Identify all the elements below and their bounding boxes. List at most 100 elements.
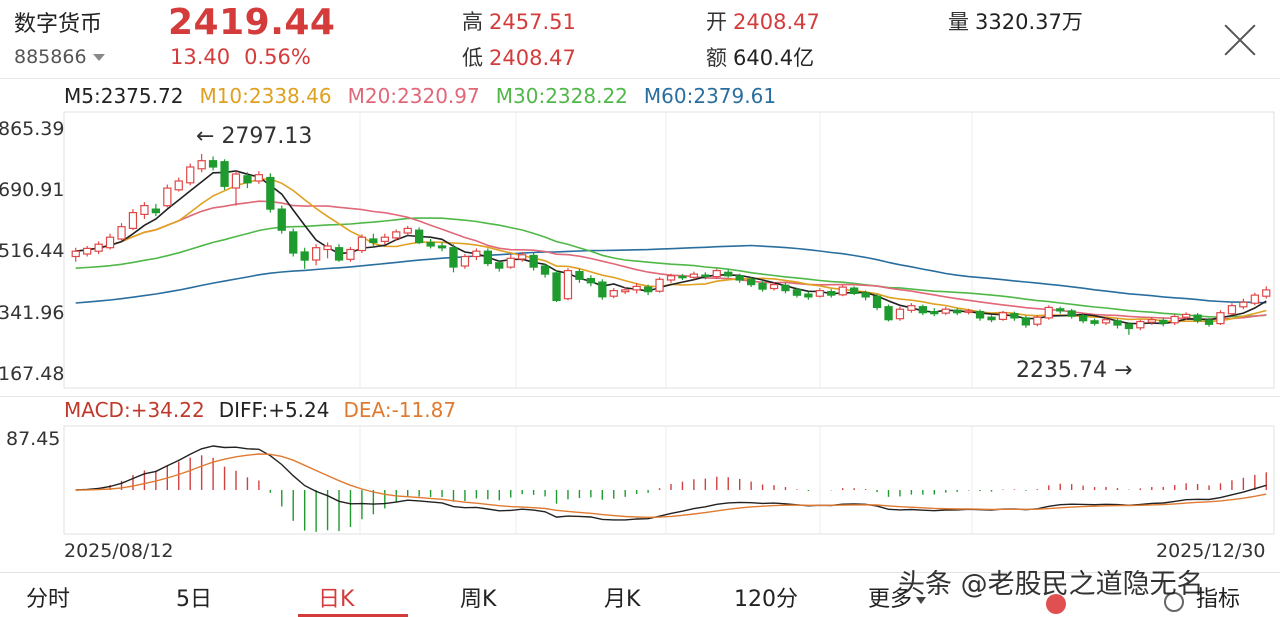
candle-up bbox=[1136, 320, 1145, 329]
macd-legend-item-1: DIFF:+5.24 bbox=[218, 398, 330, 422]
tab-5day[interactable]: 5日 bbox=[176, 587, 212, 612]
candle-down bbox=[540, 265, 550, 275]
candle-down bbox=[1056, 308, 1065, 312]
candle-up bbox=[838, 286, 847, 296]
candle-down bbox=[643, 286, 653, 293]
last-price: 2419.44 bbox=[168, 2, 336, 43]
candle-up bbox=[712, 270, 721, 278]
candle-down bbox=[1021, 317, 1030, 326]
candle-down bbox=[575, 271, 584, 280]
candle-down bbox=[1124, 323, 1134, 330]
ma-legend-item-3: M30:2328.22 bbox=[495, 84, 628, 108]
candle-down bbox=[1159, 319, 1168, 324]
diff-line bbox=[75, 445, 1267, 521]
tab-fenshi[interactable]: 分时 bbox=[26, 587, 71, 612]
candle-up bbox=[632, 285, 641, 291]
candle-down bbox=[529, 254, 538, 268]
period-tabs: 分时 5日 日K 周K 月K 120分 更多 指标 bbox=[0, 572, 1280, 617]
kline-chart[interactable] bbox=[0, 0, 1280, 572]
candle-up bbox=[140, 205, 149, 216]
candle-down bbox=[449, 247, 458, 268]
candle-down bbox=[208, 160, 218, 168]
candle-up bbox=[1033, 316, 1042, 325]
candle-up bbox=[460, 255, 470, 267]
stat-open-label: 开 bbox=[706, 10, 727, 34]
price-tick-label: 690.91 bbox=[0, 179, 65, 202]
candle-up bbox=[71, 250, 80, 258]
macd-legend: MACD:+34.22 DIFF:+5.24 DEA:-11.87 bbox=[64, 398, 470, 422]
tab-week-k[interactable]: 周K bbox=[460, 587, 497, 612]
candle-up bbox=[1239, 301, 1248, 308]
candle-up bbox=[403, 227, 412, 234]
gear-icon[interactable] bbox=[1164, 592, 1184, 612]
candle-up bbox=[1170, 315, 1179, 324]
macd-pane-frame bbox=[63, 425, 1275, 535]
stat-amount-value: 640.4亿 bbox=[733, 46, 815, 70]
tab-day-k[interactable]: 日K bbox=[318, 587, 355, 612]
candle-down bbox=[804, 293, 813, 298]
chevron-down-icon bbox=[916, 596, 927, 604]
stat-open-value: 2408.47 bbox=[733, 10, 820, 34]
candle-down bbox=[1090, 320, 1099, 324]
candle-up bbox=[186, 166, 195, 184]
ma-legend-item-0: M5:2375.72 bbox=[64, 84, 184, 108]
start-date: 2025/08/12 bbox=[64, 540, 174, 562]
candle-down bbox=[746, 278, 756, 286]
candle-down bbox=[792, 289, 802, 296]
candle-up bbox=[1147, 319, 1157, 323]
candle-down bbox=[827, 291, 836, 296]
tab-indicator[interactable]: 指标 bbox=[1196, 587, 1241, 612]
tab-more[interactable]: 更多 bbox=[868, 581, 927, 613]
candle-down bbox=[930, 311, 939, 315]
candle-down bbox=[849, 287, 859, 295]
candle-up bbox=[380, 236, 389, 242]
tab-120min[interactable]: 120分 bbox=[734, 587, 798, 612]
high-annotation-value: 2797.13 bbox=[221, 124, 313, 149]
stat-low: 低 2408.47 bbox=[462, 42, 576, 72]
candle-up bbox=[254, 174, 264, 182]
low-annotation-value: 2235.74 bbox=[1016, 358, 1107, 383]
ma60-line bbox=[75, 244, 1267, 304]
tab-month-k[interactable]: 月K bbox=[604, 587, 641, 612]
candle-up bbox=[231, 173, 241, 189]
low-annotation: 2235.74 → bbox=[1016, 358, 1133, 383]
divider bbox=[0, 396, 1280, 397]
candle-down bbox=[975, 311, 985, 319]
candle-down bbox=[552, 272, 561, 301]
candle-up bbox=[312, 247, 321, 261]
macd-legend-item-2: DEA:-11.87 bbox=[343, 398, 457, 422]
candle-up bbox=[346, 248, 355, 260]
candle-up bbox=[128, 212, 138, 230]
candle-down bbox=[861, 292, 870, 298]
candle-up bbox=[895, 308, 905, 320]
stat-amount-label: 额 bbox=[706, 46, 727, 70]
ma5-line bbox=[75, 170, 1267, 325]
candle-down bbox=[220, 161, 229, 187]
candle-up bbox=[655, 278, 664, 292]
candle-down bbox=[1193, 314, 1202, 322]
change-percent: 0.56% bbox=[244, 45, 311, 69]
candle-down bbox=[483, 250, 492, 265]
candle-down bbox=[724, 271, 733, 277]
instrument-code-selector[interactable]: 885866 bbox=[14, 46, 105, 68]
candle-down bbox=[1067, 310, 1076, 317]
candle-up bbox=[105, 236, 115, 249]
watermark: 头条 @老股民之道隐无名 bbox=[898, 569, 1204, 600]
candle-up bbox=[94, 243, 103, 252]
candle-up bbox=[907, 305, 916, 311]
instrument-name: 数字货币 bbox=[14, 12, 103, 37]
ma10-line bbox=[75, 178, 1267, 323]
candle-down bbox=[884, 306, 893, 321]
candle-up bbox=[609, 290, 618, 297]
high-annotation: ← 2797.13 bbox=[196, 124, 313, 149]
quote-header: 数字货币 885866 2419.44 13.40 0.56% 高 2457.51 … bbox=[0, 0, 1280, 78]
price-pane-frame bbox=[63, 111, 1275, 389]
stat-high-value: 2457.51 bbox=[489, 10, 576, 34]
candle-down bbox=[243, 175, 252, 184]
candle-up bbox=[506, 257, 515, 268]
price-change: 13.40 0.56% bbox=[170, 45, 311, 69]
instrument-code: 885866 bbox=[14, 46, 87, 68]
candle-up bbox=[1262, 289, 1271, 297]
candle-down bbox=[300, 251, 309, 261]
candle-up bbox=[323, 245, 332, 251]
